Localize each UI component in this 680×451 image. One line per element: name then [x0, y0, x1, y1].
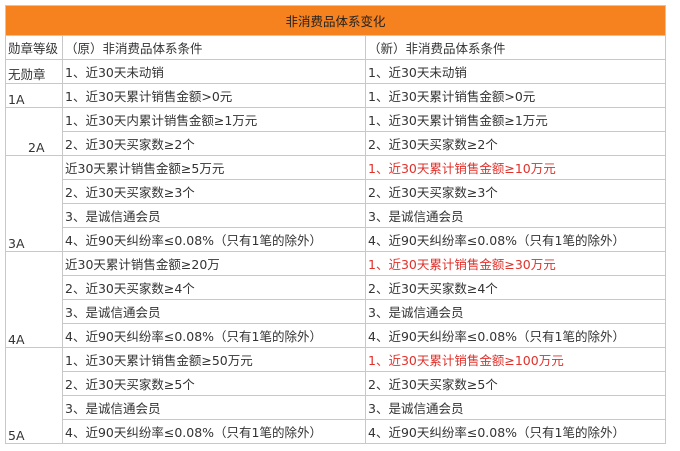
old-condition: 1、近30天未动销	[62, 59, 366, 84]
new-condition: 1、近30天累计销售金额≥10万元	[364, 155, 667, 180]
new-condition: 3、是诚信通会员	[364, 299, 667, 324]
table-row: 4、近90天纠纷率≤0.08%（只有1笔的除外） 4、近90天纠纷率≤0.08%（…	[6, 419, 667, 444]
level-cell: 3A	[5, 155, 63, 252]
old-condition: 4、近90天纠纷率≤0.08%（只有1笔的除外）	[62, 419, 366, 444]
header-cell: （新）非消费品体系条件	[364, 35, 667, 60]
table-title: 非消费品体系变化	[4, 5, 667, 36]
new-condition: 4、近90天纠纷率≤0.08%（只有1笔的除外）	[364, 227, 667, 252]
table-row: 1A 1、近30天累计销售金额>0元 1、近30天累计销售金额>0元	[5, 83, 667, 108]
old-condition: 1、近30天累计销售金额≥50万元	[62, 347, 366, 372]
new-condition: 1、近30天累计销售金额≥30万元	[364, 251, 667, 276]
new-condition: 2、近30天买家数≥2个	[364, 131, 667, 156]
header-cell: 勋章等级	[5, 35, 63, 60]
old-condition: 近30天累计销售金额≥20万	[62, 251, 366, 276]
level-cell: 无勋章	[5, 59, 63, 84]
old-condition: 2、近30天买家数≥5个	[62, 371, 366, 396]
old-condition: 4、近90天纠纷率≤0.08%（只有1笔的除外）	[62, 323, 366, 348]
old-condition: 3、是诚信通会员	[62, 203, 366, 228]
new-condition: 2、近30天买家数≥5个	[364, 371, 667, 396]
new-condition: 1、近30天累计销售金额≥1万元	[364, 107, 667, 132]
title-row: 非消费品体系变化	[4, 5, 667, 36]
new-condition: 3、是诚信通会员	[364, 395, 667, 420]
table-row: 4、近90天纠纷率≤0.08%（只有1笔的除外） 4、近90天纠纷率≤0.08%（…	[6, 323, 667, 348]
level-cell: 4A	[5, 251, 63, 348]
table-row: 3、是诚信通会员 3、是诚信通会员	[6, 395, 667, 420]
new-condition: 2、近30天买家数≥4个	[364, 275, 667, 300]
new-condition: 1、近30天累计销售金额>0元	[364, 83, 667, 108]
table-row: 2、近30天买家数≥2个 2、近30天买家数≥2个	[6, 131, 667, 156]
level-cell: 2A	[5, 107, 63, 156]
table-body: 非消费品体系变化 勋章等级 （原）非消费品体系条件 （新）非消费品体系条件 无勋…	[4, 5, 667, 444]
table-row: 无勋章 1、近30天未动销 1、近30天未动销	[5, 59, 667, 84]
table-row: 3A 近30天累计销售金额≥5万元 1、近30天累计销售金额≥10万元	[5, 155, 667, 252]
table-row: 4A 近30天累计销售金额≥20万 1、近30天累计销售金额≥30万元	[5, 251, 667, 348]
table-row: 2A 1、近30天内累计销售金额≥1万元 1、近30天累计销售金额≥1万元	[5, 107, 667, 156]
new-condition: 3、是诚信通会员	[364, 203, 667, 228]
level-cell: 1A	[5, 83, 63, 108]
new-condition: 4、近90天纠纷率≤0.08%（只有1笔的除外）	[364, 323, 667, 348]
table-row: 3、是诚信通会员 3、是诚信通会员	[6, 203, 667, 228]
old-condition: 3、是诚信通会员	[62, 395, 366, 420]
table-row: 5A 1、近30天累计销售金额≥50万元 1、近30天累计销售金额≥100万元	[5, 347, 667, 444]
table-row: 2、近30天买家数≥4个 2、近30天买家数≥4个	[6, 275, 667, 300]
table-row: 4、近90天纠纷率≤0.08%（只有1笔的除外） 4、近90天纠纷率≤0.08%（…	[6, 227, 667, 252]
table-row: 2、近30天买家数≥5个 2、近30天买家数≥5个	[6, 371, 667, 396]
old-condition: 1、近30天内累计销售金额≥1万元	[62, 107, 366, 132]
level-cell: 5A	[5, 347, 63, 444]
new-condition: 1、近30天未动销	[364, 59, 667, 84]
old-condition: 1、近30天累计销售金额>0元	[62, 83, 366, 108]
header-cell: （原）非消费品体系条件	[62, 35, 366, 60]
old-condition: 3、是诚信通会员	[62, 299, 366, 324]
old-condition: 2、近30天买家数≥4个	[62, 275, 366, 300]
header-row: 勋章等级 （原）非消费品体系条件 （新）非消费品体系条件	[5, 35, 667, 60]
new-condition: 2、近30天买家数≥3个	[364, 179, 667, 204]
policy-table: 非消费品体系变化 勋章等级 （原）非消费品体系条件 （新）非消费品体系条件 无勋…	[4, 5, 667, 444]
old-condition: 4、近90天纠纷率≤0.08%（只有1笔的除外）	[62, 227, 366, 252]
old-condition: 2、近30天买家数≥2个	[62, 131, 366, 156]
old-condition: 2、近30天买家数≥3个	[62, 179, 366, 204]
old-condition: 近30天累计销售金额≥5万元	[62, 155, 366, 180]
table-row: 3、是诚信通会员 3、是诚信通会员	[6, 299, 667, 324]
new-condition: 1、近30天累计销售金额≥100万元	[364, 347, 667, 372]
table-row: 2、近30天买家数≥3个 2、近30天买家数≥3个	[6, 179, 667, 204]
new-condition: 4、近90天纠纷率≤0.08%（只有1笔的除外）	[364, 419, 667, 444]
